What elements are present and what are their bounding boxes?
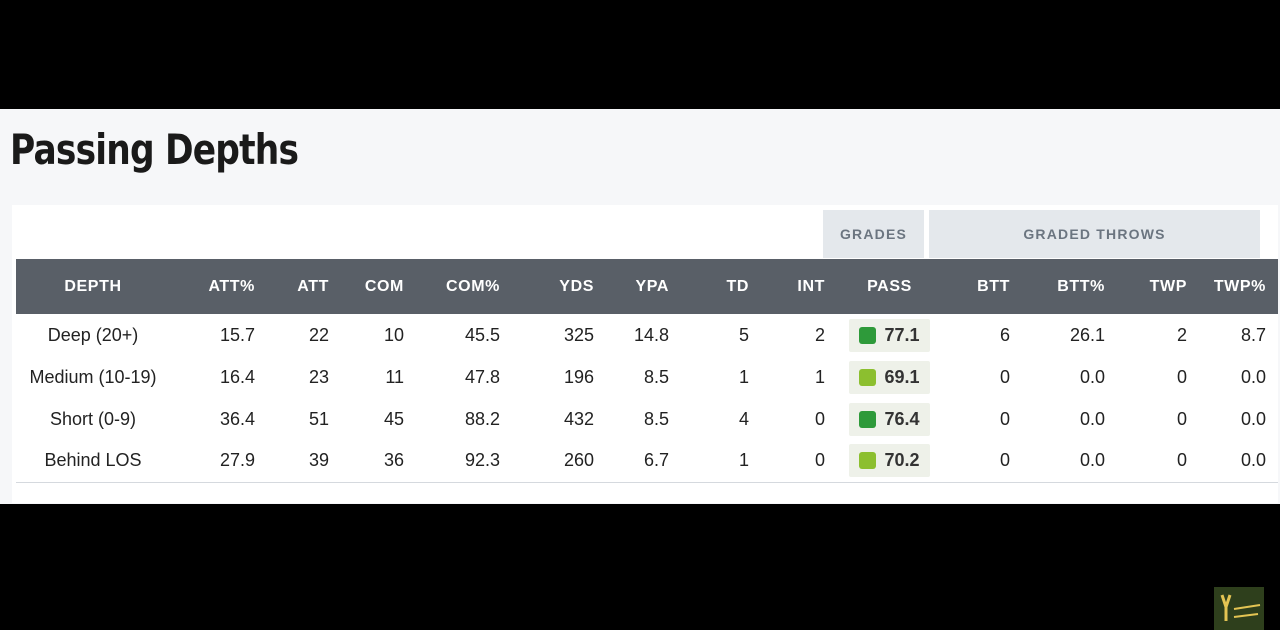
cell-pass: 77.1 (837, 314, 942, 356)
pass-grade-value: 70.2 (884, 450, 920, 471)
cell-att-pct: 16.4 (219, 366, 255, 387)
cell-com: 36 (341, 440, 416, 483)
table-row: Behind LOS 27.9 39 36 92.3 260 6.7 1 0 7… (16, 440, 1278, 483)
cell-twp: 0 (1117, 440, 1199, 483)
cell-td: 4 (738, 408, 749, 429)
cell-att: 51 (308, 408, 329, 429)
cell-com-pct: 45.5 (464, 324, 500, 345)
cell-yds: 325 (563, 324, 594, 345)
cell-att: 39 (267, 440, 341, 483)
cell-att-pct: 36.4 (219, 408, 255, 429)
cell-ypa: 6.7 (606, 440, 681, 483)
channel-logo-watermark (1214, 587, 1264, 630)
cell-btt-pct: 26.1 (1069, 324, 1105, 345)
cell-yds: 432 (563, 408, 594, 429)
cell-att: 23 (308, 366, 329, 387)
page-title: Passing Depths (10, 125, 299, 174)
cell-com: 45 (383, 408, 404, 429)
cell-att-pct: 27.9 (170, 440, 267, 483)
cell-btt: 0 (999, 408, 1010, 429)
cell-att-pct: 15.7 (219, 324, 255, 345)
col-header-depth[interactable]: DEPTH (64, 277, 122, 295)
cell-com: 11 (385, 366, 404, 387)
cell-td: 1 (738, 366, 749, 387)
col-header-yds[interactable]: YDS (559, 277, 594, 295)
cell-ypa: 14.8 (633, 324, 669, 345)
col-header-btt[interactable]: BTT (977, 277, 1010, 295)
passing-depths-table: DEPTH ATT% ATT COM COM% YDS YPA TD INT P… (16, 259, 1278, 483)
cell-yds: 196 (563, 366, 594, 387)
pass-grade-badge: 77.1 (849, 318, 930, 352)
cell-depth: Deep (20+) (47, 324, 139, 345)
group-header-graded-throws: GRADED THROWS (929, 210, 1260, 258)
pass-grade-value: 77.1 (884, 324, 920, 345)
cell-com-pct: 88.2 (464, 408, 500, 429)
cell-int: 0 (761, 440, 837, 483)
pass-grade-value: 69.1 (884, 366, 920, 387)
cell-ypa: 8.5 (643, 366, 669, 387)
cell-twp-pct: 0.0 (1240, 408, 1266, 429)
cell-btt: 0 (942, 440, 1022, 483)
cell-int: 2 (814, 324, 825, 345)
table-row: Short (0-9) 36.4 51 45 88.2 432 8.5 4 0 … (16, 398, 1278, 440)
table-header-row: DEPTH ATT% ATT COM COM% YDS YPA TD INT P… (16, 259, 1278, 314)
cell-com: 10 (383, 324, 404, 345)
cell-pass: 69.1 (837, 356, 942, 398)
cell-btt-pct: 0.0 (1079, 408, 1105, 429)
cell-ypa: 8.5 (643, 408, 669, 429)
col-header-att[interactable]: ATT (297, 277, 329, 295)
pass-grade-badge: 76.4 (849, 402, 930, 436)
cell-att: 22 (308, 324, 329, 345)
col-header-com-pct[interactable]: COM% (446, 277, 500, 295)
cell-depth: Behind LOS (16, 440, 170, 483)
table-row: Medium (10-19) 16.4 23 11 47.8 196 8.5 1… (16, 356, 1278, 398)
grade-color-indicator (859, 326, 877, 344)
cell-pass: 70.2 (837, 440, 942, 483)
cell-depth: Medium (10-19) (29, 366, 157, 387)
col-header-com[interactable]: COM (364, 277, 404, 295)
cell-td: 5 (738, 324, 749, 345)
grade-color-indicator (859, 452, 877, 470)
cell-yds: 260 (512, 440, 606, 483)
cell-twp-pct: 0.0 (1199, 440, 1278, 483)
cell-btt: 6 (999, 324, 1010, 345)
cell-com-pct: 47.8 (464, 366, 500, 387)
cell-btt-pct: 0.0 (1022, 440, 1117, 483)
cell-int: 0 (814, 408, 825, 429)
table-row: Deep (20+) 15.7 22 10 45.5 325 14.8 5 2 … (16, 314, 1278, 356)
cell-pass: 76.4 (837, 398, 942, 440)
cell-twp-pct: 0.0 (1240, 366, 1266, 387)
cell-btt-pct: 0.0 (1079, 366, 1105, 387)
col-header-twp[interactable]: TWP (1149, 277, 1187, 295)
col-header-twp-pct[interactable]: TWP% (1213, 277, 1266, 295)
cell-td: 1 (681, 440, 761, 483)
cell-com-pct: 92.3 (416, 440, 512, 483)
col-header-td[interactable]: TD (726, 277, 749, 295)
col-header-att-pct[interactable]: ATT% (208, 277, 255, 295)
cell-twp: 0 (1176, 366, 1187, 387)
pass-grade-value: 76.4 (884, 408, 920, 429)
cell-twp: 0 (1176, 408, 1187, 429)
pass-grade-badge: 69.1 (849, 360, 930, 394)
grade-color-indicator (859, 368, 877, 386)
cell-twp-pct: 8.7 (1240, 324, 1266, 345)
col-header-int[interactable]: INT (797, 277, 825, 295)
cell-btt: 0 (999, 366, 1010, 387)
pass-grade-badge: 70.2 (849, 444, 930, 478)
grade-color-indicator (859, 410, 877, 428)
cell-int: 1 (814, 366, 825, 387)
group-header-grades: GRADES (823, 210, 924, 258)
col-header-ypa[interactable]: YPA (635, 277, 669, 295)
cell-depth: Short (0-9) (49, 408, 137, 429)
cell-twp: 2 (1176, 324, 1187, 345)
col-header-pass[interactable]: PASS (867, 277, 912, 295)
col-header-btt-pct[interactable]: BTT% (1057, 277, 1105, 295)
